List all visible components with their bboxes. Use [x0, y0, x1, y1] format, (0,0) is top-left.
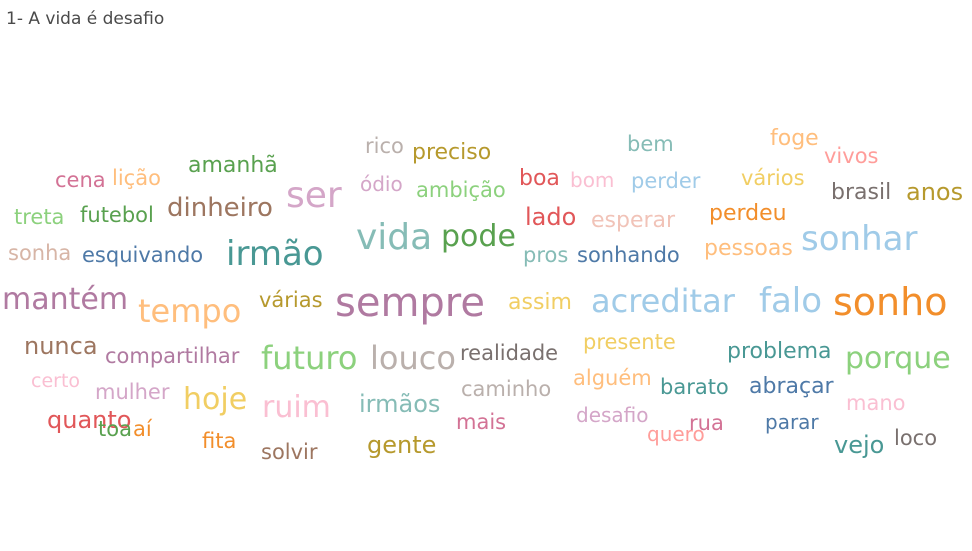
- word-10: ambição: [416, 178, 506, 202]
- word-12: bom: [570, 168, 615, 192]
- word-55: barato: [660, 375, 729, 399]
- word-18: futebol: [80, 203, 154, 227]
- word-44: realidade: [460, 341, 559, 365]
- word-51: ruim: [262, 390, 331, 425]
- word-39: sonho: [833, 280, 948, 324]
- word-30: sonhando: [577, 243, 680, 267]
- word-0: rico: [365, 134, 404, 158]
- word-45: presente: [583, 330, 676, 354]
- word-40: nunca: [24, 332, 98, 360]
- word-25: sonhar: [801, 219, 918, 259]
- word-62: desafio: [576, 403, 649, 427]
- word-6: lição: [112, 166, 161, 190]
- word-15: brasil: [831, 180, 892, 205]
- word-36: assim: [508, 290, 572, 315]
- word-8: ser: [286, 175, 342, 216]
- word-32: mantém: [2, 282, 129, 317]
- word-61: mais: [456, 410, 507, 434]
- word-42: futuro: [261, 339, 358, 377]
- word-52: irmãos: [359, 390, 441, 418]
- word-49: mulher: [95, 380, 170, 404]
- word-57: quanto: [47, 406, 132, 434]
- word-65: parar: [765, 410, 819, 434]
- word-54: alguém: [573, 366, 652, 390]
- word-1: preciso: [412, 140, 492, 165]
- word-24: pode: [441, 219, 516, 254]
- word-41: compartilhar: [105, 344, 240, 368]
- word-43: louco: [370, 339, 456, 377]
- word-58: toa: [98, 417, 132, 441]
- word-27: esquivando: [82, 243, 204, 267]
- word-46: problema: [727, 339, 832, 364]
- word-3: foge: [770, 126, 819, 151]
- word-17: treta: [14, 205, 65, 229]
- word-11: boa: [519, 166, 560, 191]
- word-4: vivos: [824, 144, 879, 168]
- word-50: hoje: [183, 382, 248, 417]
- word-59: aí: [133, 417, 152, 441]
- word-60: fita: [202, 429, 237, 453]
- word-35: sempre: [335, 280, 485, 326]
- word-29: pros: [523, 243, 569, 267]
- word-7: amanhã: [188, 153, 278, 178]
- word-67: vejo: [834, 431, 885, 459]
- word-56: abraçar: [749, 374, 834, 399]
- word-69: solvir: [261, 440, 318, 464]
- word-34: várias: [259, 288, 323, 312]
- word-70: gente: [367, 431, 437, 459]
- word-31: pessoas: [704, 236, 793, 261]
- word-14: vários: [741, 166, 805, 190]
- word-23: vida: [356, 217, 433, 258]
- word-13: perder: [631, 169, 701, 193]
- chart-title: 1- A vida é desafio: [6, 9, 165, 29]
- word-47: porque: [845, 341, 951, 376]
- word-63: quero: [647, 422, 705, 446]
- word-48: certo: [31, 370, 81, 392]
- word-64: rua: [689, 411, 724, 435]
- word-22: perdeu: [709, 201, 787, 226]
- word-66: mano: [846, 391, 906, 415]
- word-5: cena: [55, 168, 106, 192]
- word-16: anos: [906, 178, 964, 206]
- word-53: caminho: [461, 377, 552, 401]
- word-37: acreditar: [591, 282, 735, 320]
- word-26: sonha: [8, 241, 72, 265]
- word-9: ódio: [360, 172, 403, 196]
- word-33: tempo: [138, 292, 242, 330]
- word-2: bem: [627, 132, 674, 156]
- word-68: loco: [894, 426, 938, 450]
- word-21: esperar: [591, 208, 676, 233]
- word-38: falo: [759, 281, 823, 321]
- word-28: irmão: [226, 234, 324, 274]
- word-20: lado: [525, 203, 577, 231]
- word-19: dinheiro: [167, 193, 273, 223]
